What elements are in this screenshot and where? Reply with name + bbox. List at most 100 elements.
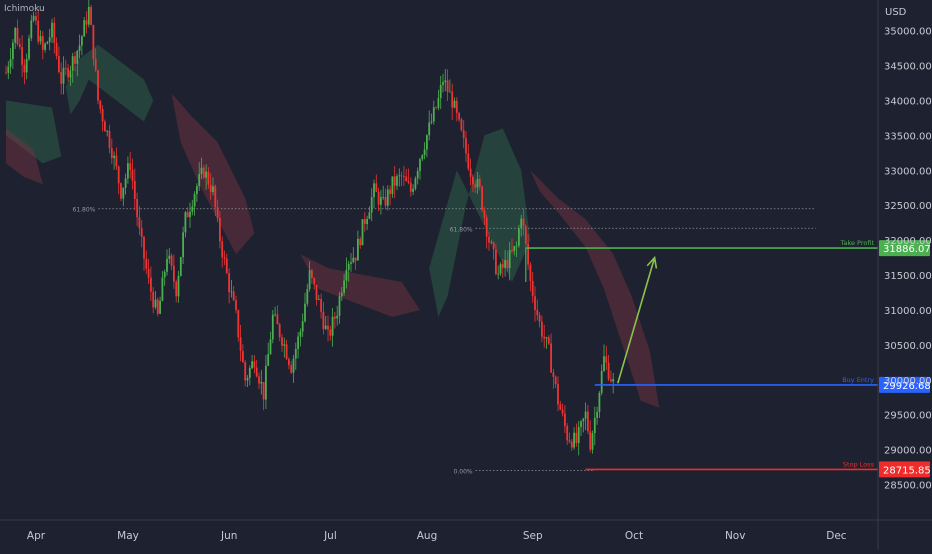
- candle-body: [290, 365, 293, 373]
- candle-body: [400, 175, 403, 177]
- candle-body: [347, 263, 350, 270]
- candle-body: [35, 15, 37, 21]
- candle-body: [285, 344, 288, 360]
- candle-body: [340, 292, 343, 297]
- candle-body: [64, 67, 67, 69]
- candle-body: [99, 100, 102, 109]
- candle-body: [504, 259, 506, 268]
- candle-body: [492, 242, 495, 250]
- candle-body: [138, 217, 141, 229]
- candle-body: [94, 59, 97, 71]
- candle-body: [474, 184, 477, 188]
- time-axis[interactable]: Apr May Jun Jul Aug Sep Oct Nov Dec: [0, 519, 932, 542]
- candle-body: [101, 108, 104, 122]
- level-name-1: Buy Entry: [842, 376, 874, 384]
- candle-body: [262, 382, 265, 400]
- candle-body: [462, 130, 465, 139]
- level-name-2: Stop Loss: [843, 460, 875, 468]
- candle-body: [14, 27, 17, 43]
- target-arrow: [617, 255, 658, 384]
- price-tick-label: 29500.00: [884, 411, 932, 422]
- candle-body: [281, 337, 283, 346]
- candle-body: [113, 155, 115, 159]
- candle-body: [12, 42, 14, 60]
- candle-body: [416, 170, 419, 179]
- candle-body: [18, 44, 21, 48]
- candle-body: [37, 20, 40, 42]
- month-label: Dec: [826, 530, 847, 542]
- candle-body: [575, 432, 578, 444]
- candle-body: [131, 170, 134, 181]
- candle-body: [426, 135, 428, 150]
- candle-body: [350, 262, 352, 264]
- candle-body: [564, 413, 566, 427]
- candle-body: [529, 264, 532, 281]
- candle-body: [573, 432, 575, 448]
- candle-body: [458, 112, 460, 120]
- arrow-head: [646, 255, 658, 269]
- candle-body: [393, 176, 396, 186]
- cloud-green-1: [429, 128, 531, 317]
- candle-body: [527, 243, 529, 265]
- level-price-2: 28715.85: [883, 465, 931, 476]
- currency-label: USD: [885, 7, 907, 18]
- candle-body: [76, 50, 79, 64]
- candle-body: [299, 331, 302, 337]
- candle-body: [499, 264, 502, 274]
- candle-body: [547, 337, 550, 344]
- candle-body: [446, 80, 449, 92]
- candle-body: [297, 336, 299, 350]
- month-label: Jun: [220, 530, 237, 542]
- candle-body: [278, 324, 281, 338]
- level-badge-1: [879, 376, 930, 393]
- candle-body: [605, 356, 608, 363]
- price-axis[interactable]: USD 28500.00 29000.00 29500.00 30000.00 30500…: [877, 0, 932, 550]
- level-price-1: 29926.68: [883, 381, 931, 392]
- candle-body: [276, 314, 279, 325]
- cloud-red-2: [530, 170, 660, 408]
- candle-body: [610, 379, 612, 382]
- candle-body: [16, 27, 19, 45]
- candle-body: [334, 316, 336, 319]
- candle-body: [580, 421, 582, 428]
- candle-body: [92, 24, 95, 60]
- candle-body: [41, 36, 44, 50]
- candle-body: [154, 299, 157, 308]
- candle-body: [331, 316, 334, 336]
- candle-body: [593, 417, 596, 434]
- candle-body: [382, 197, 385, 198]
- candle-body: [444, 80, 447, 83]
- candle-body: [377, 191, 380, 205]
- month-label: May: [117, 530, 139, 542]
- candle-body: [51, 22, 53, 38]
- candle-body: [58, 56, 60, 73]
- month-label: Aug: [417, 530, 438, 542]
- candle-body: [129, 163, 132, 171]
- candle-body: [83, 20, 86, 37]
- price-tick-label: 35000.00: [884, 27, 932, 38]
- candle-body: [488, 236, 490, 243]
- candle-body: [589, 431, 592, 450]
- candle-body: [189, 211, 191, 218]
- candle-body: [311, 270, 313, 279]
- cloud-red-3: [6, 128, 43, 185]
- candle-body: [320, 299, 322, 312]
- candle-body: [255, 367, 258, 377]
- candle-body: [518, 228, 520, 246]
- candle-body: [432, 107, 435, 122]
- month-label: Jul: [323, 530, 337, 542]
- candle-body: [329, 329, 332, 336]
- candle-body: [9, 59, 12, 67]
- candle-body: [536, 310, 539, 316]
- trade-levels: Take Profit 31886.07 Buy Entry 29926.68 Stop…: [525, 239, 931, 478]
- month-label: Apr: [27, 530, 46, 542]
- candle-body: [177, 275, 180, 297]
- candle-body: [120, 183, 122, 199]
- candle-body: [386, 189, 389, 206]
- candle-body: [170, 255, 173, 266]
- candle-body: [497, 273, 500, 275]
- indicator-label: Ichimoku: [4, 4, 45, 14]
- candle-body: [423, 149, 426, 156]
